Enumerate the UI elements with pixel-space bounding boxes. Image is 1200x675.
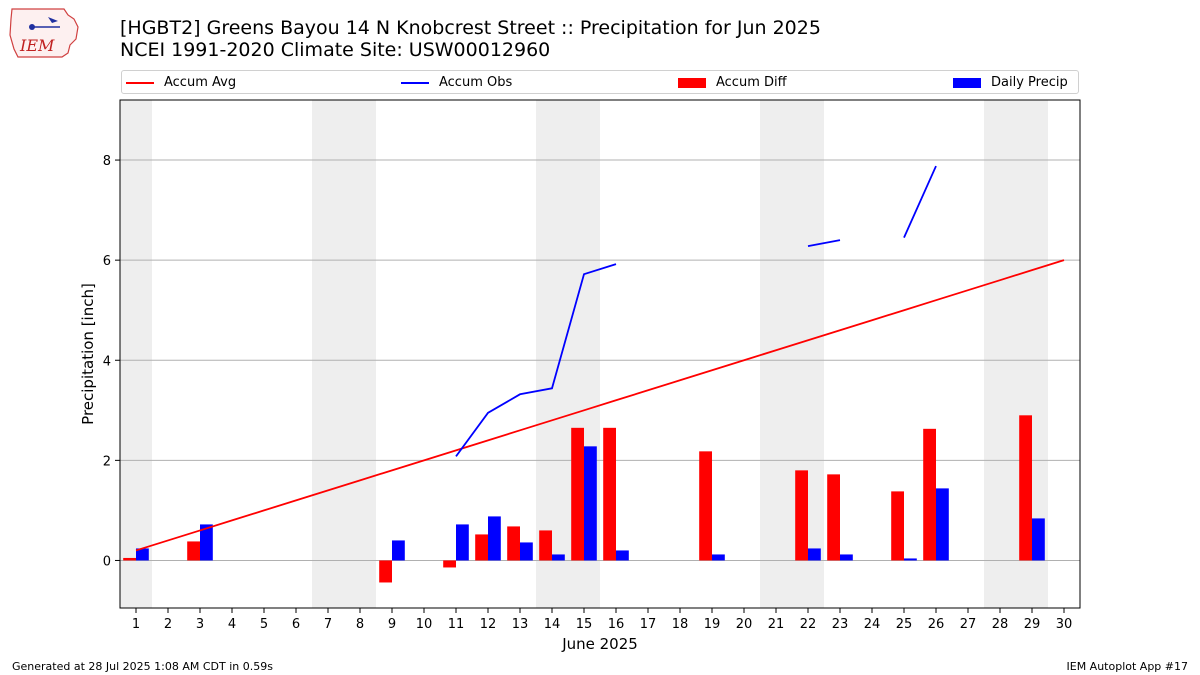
x-axis-label: June 2025 [561,635,638,653]
legend-item-daily-precip: Daily Precip [953,74,1068,92]
y-tick-label: 4 [103,354,111,369]
iem-logo: IEM [8,5,80,60]
title-line-1: [HGBT2] Greens Bayou 14 N Knobcrest Stre… [120,17,821,39]
accum-obs-line [903,165,937,239]
legend-label: Accum Avg [164,75,237,90]
legend-item-accum-diff: Accum Diff [678,74,787,92]
x-tick-label: 30 [1056,617,1073,632]
x-tick-label: 6 [292,617,300,632]
daily-precip-bar [392,540,405,561]
x-tick-label: 19 [704,617,721,632]
daily-precip-bar [584,446,597,561]
weekend-band [312,100,344,608]
accum-diff-bar [379,560,392,583]
accum-obs-line [807,239,841,248]
accum-diff-bar [699,451,712,561]
x-tick-label: 29 [1024,617,1041,632]
accum-diff-bar [539,530,552,561]
footer-generated: Generated at 28 Jul 2025 1:08 AM CDT in … [12,660,273,673]
x-tick-label: 3 [196,617,204,632]
daily-precip-bar [552,554,565,561]
legend: Accum Avg Accum Obs Accum Diff Daily Pre… [121,70,1079,94]
x-tick-label: 18 [672,617,689,632]
accum-diff-bar [603,427,616,561]
x-tick-label: 20 [736,617,753,632]
x-tick-label: 13 [512,617,529,632]
x-tick-label: 4 [228,617,236,632]
x-tick-label: 12 [480,617,497,632]
accum-diff-bar [891,491,904,561]
accum-obs-line [455,263,617,457]
accum-diff-bar [507,526,520,561]
daily-precip-bar [904,558,917,561]
legend-swatch [401,81,429,84]
daily-precip-bar [200,524,213,561]
x-tick-label: 8 [356,617,364,632]
accum-avg-line [135,259,1065,552]
x-tick-label: 23 [832,617,849,632]
x-tick-label: 15 [576,617,593,632]
chart-title: [HGBT2] Greens Bayou 14 N Knobcrest Stre… [120,17,821,61]
daily-precip-bar [808,548,821,561]
weekend-band [344,100,376,608]
legend-item-accum-avg: Accum Avg [126,74,236,92]
x-tick-label: 17 [640,617,657,632]
x-tick-label: 5 [260,617,268,632]
x-tick-label: 22 [800,617,817,632]
legend-label: Daily Precip [991,75,1068,90]
legend-item-accum-obs: Accum Obs [401,74,512,92]
weekend-band [120,100,152,608]
accum-diff-bar [827,474,840,561]
daily-precip-bar [616,550,629,561]
x-tick-label: 2 [164,617,172,632]
accum-diff-bar [571,427,584,561]
legend-label: Accum Diff [716,75,787,90]
x-tick-label: 24 [864,617,881,632]
footer-app: IEM Autoplot App #17 [1066,660,1189,673]
weekend-band [536,100,568,608]
daily-precip-bar [840,554,853,561]
legend-swatch [953,77,981,88]
accum-diff-bar [443,560,456,568]
x-tick-label: 25 [896,617,913,632]
x-tick-label: 7 [324,617,332,632]
y-tick-label: 8 [103,154,111,169]
accum-diff-bar [123,557,136,561]
x-tick-label: 16 [608,617,625,632]
daily-precip-bar [1032,518,1045,561]
x-tick-label: 11 [448,617,465,632]
legend-swatch [678,77,706,88]
legend-label: Accum Obs [439,75,513,90]
accum-diff-bar [475,534,488,561]
accum-diff-bar [1019,415,1032,561]
iem-logo-text: IEM [19,36,55,55]
daily-precip-bar [936,488,949,561]
accum-diff-bar [923,428,936,561]
accum-diff-bar [187,541,200,561]
y-tick-label: 2 [103,454,111,469]
y-tick-label: 6 [103,254,111,269]
x-tick-label: 1 [132,617,140,632]
x-tick-label: 10 [416,617,433,632]
x-tick-label: 21 [768,617,785,632]
plot-frame [119,99,1081,609]
daily-precip-bar [712,554,725,561]
daily-precip-bar [488,516,501,561]
y-tick-label: 0 [103,554,111,569]
accum-diff-bar [795,470,808,561]
y-axis-label: Precipitation [inch] [79,283,97,425]
x-tick-label: 26 [928,617,945,632]
x-tick-label: 28 [992,617,1009,632]
legend-swatch [126,81,154,84]
daily-precip-bar [136,548,149,561]
x-tick-label: 27 [960,617,977,632]
x-tick-label: 14 [544,617,561,632]
x-tick-label: 9 [388,617,396,632]
daily-precip-bar [520,542,533,561]
daily-precip-bar [456,524,469,561]
weekend-band [984,100,1016,608]
title-line-2: NCEI 1991-2020 Climate Site: USW00012960 [120,39,551,61]
